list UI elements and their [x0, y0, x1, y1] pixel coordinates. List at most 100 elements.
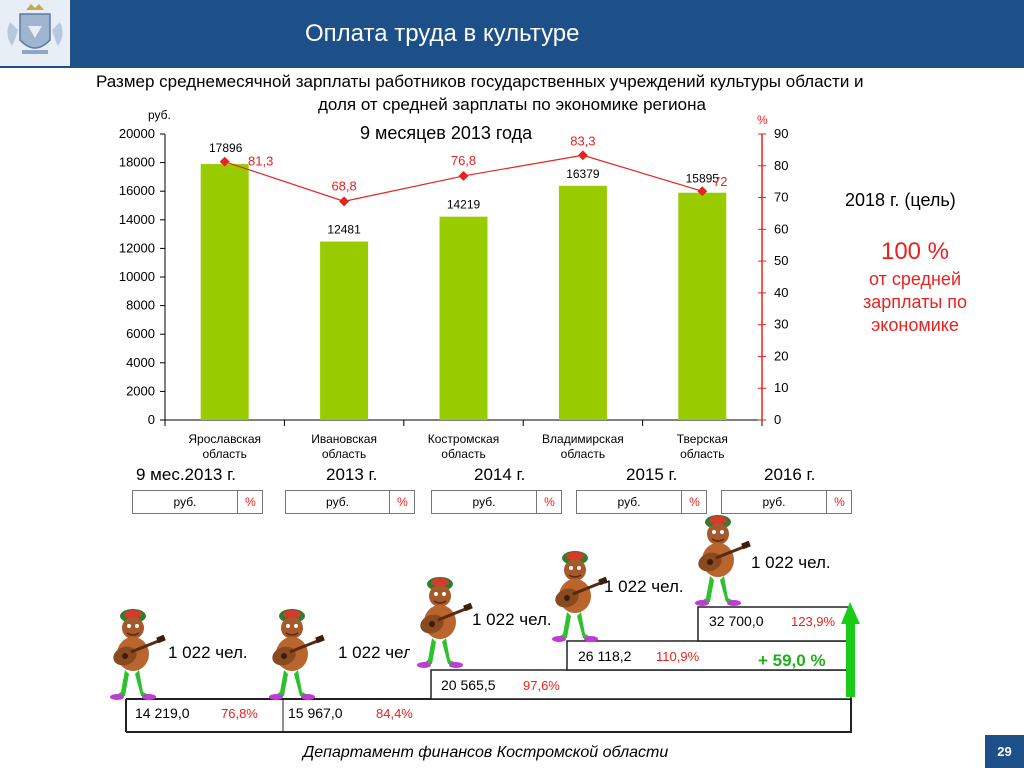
x-tick-label: область [680, 447, 724, 461]
coat-of-arms-logo [0, 0, 70, 66]
people-count: 1 022 чел. [472, 610, 552, 629]
goal-text-line: зарплаты по [862, 292, 968, 312]
y2-axis-label: % [757, 113, 768, 127]
page-number: 29 [985, 735, 1024, 768]
step-percent: 76,8% [221, 706, 258, 721]
bar-data-label: 14219 [447, 198, 481, 212]
percent-point [697, 186, 708, 197]
percent-point [458, 170, 469, 181]
y-tick-label: 12000 [119, 240, 155, 255]
year-label: 2013 г. [326, 465, 378, 484]
y-tick-label: 0 [148, 412, 155, 427]
year-label: 2016 г. [764, 465, 816, 484]
step-value: 20 565,5 [441, 677, 496, 693]
line-data-label: 76,8 [451, 153, 476, 168]
rub-header: руб. [617, 495, 641, 509]
step-value: 26 118,2 [578, 648, 632, 664]
column-header-box: руб. % [285, 490, 415, 514]
x-tick-label: область [561, 447, 605, 461]
guitarist-figure [550, 549, 610, 644]
column-header-box: руб. % [431, 490, 562, 514]
line-data-label: 72 [713, 174, 727, 189]
people-count: 1 022 чел. [168, 643, 248, 662]
goal-text-line: экономике [871, 315, 959, 335]
step-percent: 110,9% [656, 649, 700, 664]
rub-header: руб. [472, 495, 496, 509]
step-value: 14 219,0 [135, 705, 190, 721]
percent-header: % [826, 491, 852, 513]
percent-header: % [681, 491, 707, 513]
people-count: 1 022 чел. [604, 577, 684, 596]
chart-subtitle: Размер среднемесячной зарплаты работнико… [0, 70, 1024, 116]
guitarist-figure [108, 607, 168, 702]
percent-header: % [389, 491, 415, 513]
bar [678, 192, 727, 420]
y2-tick-label: 70 [774, 190, 788, 205]
y2-tick-label: 90 [774, 126, 788, 141]
y-axis-label: руб. [148, 108, 171, 122]
step-percent: 97,6% [523, 678, 560, 693]
y-tick-label: 18000 [119, 155, 155, 170]
column-header-box: руб. % [132, 490, 263, 514]
line-data-label: 83,3 [570, 133, 595, 148]
bar-data-label: 15895 [686, 172, 720, 186]
guitarist-figure [267, 607, 327, 702]
year-label: 9 мес.2013 г. [136, 465, 236, 484]
footer-department: Департамент финансов Костромской области [303, 744, 669, 761]
people-count: 1 022 чел. [338, 643, 410, 662]
goal-year: 2018 г. (цель) [845, 190, 956, 210]
y-tick-label: 4000 [126, 355, 155, 370]
x-tick-label: Костромская [428, 432, 499, 446]
bar [200, 164, 249, 420]
step-percent: 84,4% [376, 706, 413, 721]
column-header-box: руб. % [721, 490, 852, 514]
percent-point [339, 196, 350, 207]
y-tick-label: 10000 [119, 269, 155, 284]
y2-tick-label: 20 [774, 348, 788, 363]
y2-tick-label: 80 [774, 158, 788, 173]
y2-tick-label: 30 [774, 317, 788, 332]
guitarist-figure [415, 575, 475, 670]
growth-arrow-icon [846, 622, 855, 697]
period-label: 9 месяцев 2013 года [360, 123, 533, 143]
salary-chart: 0 2000 4000 6000 8000 10000 12000 14000 16000 180… [119, 108, 789, 461]
percent-header: % [237, 491, 263, 513]
y-tick-label: 16000 [119, 183, 155, 198]
subtitle-line-1: Размер среднемесячной зарплаты работнико… [96, 72, 864, 91]
y2-tick-label: 60 [774, 221, 788, 236]
bar [320, 241, 369, 420]
x-tick-label: Ярославская [188, 432, 261, 446]
rub-header: руб. [762, 495, 786, 509]
y-tick-label: 2000 [126, 383, 155, 398]
x-tick-label: Тверская [677, 432, 728, 446]
y-tick-label: 6000 [126, 326, 155, 341]
x-tick-label: область [322, 447, 366, 461]
bar-data-label: 17896 [209, 141, 243, 155]
x-tick-label: Ивановская [311, 432, 377, 446]
people-count: 1 022 чел. [751, 553, 831, 572]
y2-tick-label: 0 [774, 412, 781, 427]
x-tick-label: область [202, 447, 246, 461]
bar [558, 185, 607, 420]
coat-of-arms-icon [7, 4, 63, 54]
growth-label: + 59,0 % [758, 651, 826, 670]
step-percent: 123,9% [791, 614, 836, 629]
y2-tick-label: 40 [774, 285, 788, 300]
percent-point [577, 150, 588, 161]
guitarist-figure [693, 513, 753, 608]
y2-tick-label: 50 [774, 253, 788, 268]
y-tick-label: 14000 [119, 212, 155, 227]
y2-tick-label: 10 [774, 380, 788, 395]
bar-data-label: 16379 [566, 167, 600, 181]
line-data-label: 68,8 [331, 178, 356, 193]
rub-header: руб. [173, 495, 197, 509]
bar-data-label: 12481 [327, 223, 361, 237]
subtitle-line-2: доля от средней зарплаты по экономике ре… [318, 95, 706, 114]
year-label: 2014 г. [474, 465, 526, 484]
rub-header: руб. [326, 495, 349, 509]
goal-percent: 100 % [880, 238, 950, 265]
y-tick-label: 20000 [119, 126, 155, 141]
y-tick-label: 8000 [126, 298, 155, 313]
column-header-box: руб. % [576, 490, 707, 514]
percent-point [219, 156, 230, 167]
